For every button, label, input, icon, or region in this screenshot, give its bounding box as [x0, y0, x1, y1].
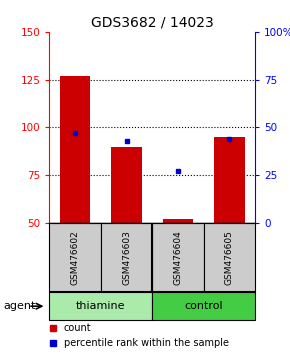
Bar: [214, 137, 245, 223]
Bar: [162, 219, 193, 223]
Text: thiamine: thiamine: [76, 301, 126, 311]
Text: GSM476603: GSM476603: [122, 230, 131, 285]
Text: GSM476605: GSM476605: [225, 230, 234, 285]
Bar: [49, 292, 152, 320]
Text: GSM476602: GSM476602: [70, 230, 79, 285]
Text: agent: agent: [3, 301, 35, 311]
Bar: [60, 76, 90, 223]
Text: percentile rank within the sample: percentile rank within the sample: [64, 338, 229, 348]
Bar: [49, 223, 101, 292]
Text: GSM476604: GSM476604: [173, 230, 182, 285]
Text: count: count: [64, 323, 91, 333]
Bar: [204, 223, 255, 292]
Text: control: control: [184, 301, 223, 311]
Bar: [101, 223, 152, 292]
Title: GDS3682 / 14023: GDS3682 / 14023: [91, 15, 214, 29]
Bar: [152, 292, 255, 320]
Bar: [152, 223, 204, 292]
Bar: [111, 147, 142, 223]
